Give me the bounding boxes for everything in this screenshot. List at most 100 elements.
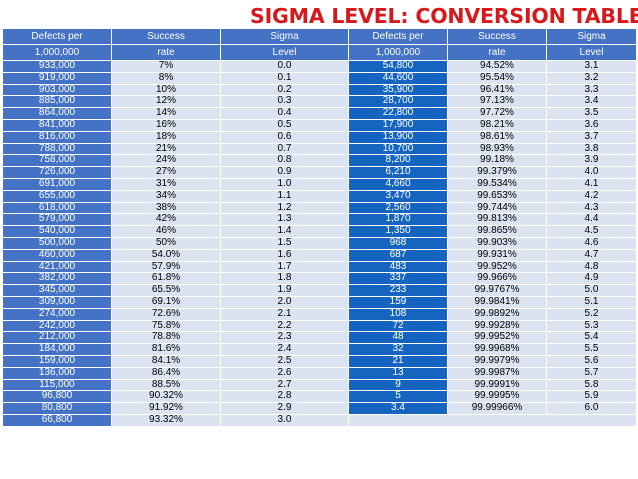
cell-success-left: 42% (112, 214, 220, 226)
cell-sigma-right: 3.3 (547, 84, 636, 96)
cell-sigma-left: 3.0 (221, 414, 348, 426)
cell-sigma-left: 1.1 (221, 190, 348, 202)
cell-defects-right: 10,700 (349, 143, 447, 155)
cell-defects-right: 28,700 (349, 96, 447, 108)
cell-defects-left: 919,000 (3, 72, 111, 84)
cell-success-left: 7% (112, 61, 220, 72)
table-row: 184,000 81.6% 2.4 32 99.9968% 5.5 (3, 344, 636, 355)
cell-defects-left: 115,000 (3, 379, 111, 391)
table-row: 80,800 91.92% 2.9 3.4 99.99966% 6.0 (3, 403, 636, 414)
table-header: Defects per Success Sigma Defects per Su… (3, 29, 636, 60)
cell-defects-left: 500,000 (3, 237, 111, 249)
cell-success-left: 75.8% (112, 320, 220, 332)
cell-sigma-left: 0.7 (221, 143, 348, 155)
cell-success-left: 69.1% (112, 296, 220, 308)
cell-defects-right: 3,470 (349, 190, 447, 202)
cell-success-right: 98.21% (448, 119, 546, 131)
cell-defects-left: 242,000 (3, 320, 111, 332)
cell-success-left: 61.8% (112, 273, 220, 285)
cell-success-right: 99.966% (448, 273, 546, 285)
cell-success-right: 95.54% (448, 72, 546, 84)
cell-sigma-left: 1.4 (221, 226, 348, 237)
cell-defects-right: 72 (349, 320, 447, 332)
cell-sigma-left: 2.1 (221, 308, 348, 320)
header-success-right-1: Success (448, 29, 546, 44)
table-row: 540,000 46% 1.4 1,350 99.865% 4.5 (3, 226, 636, 237)
cell-sigma-right: 3.7 (547, 131, 636, 143)
cell-defects-left: 382,000 (3, 273, 111, 285)
cell-sigma-right: 4.5 (547, 226, 636, 237)
cell-sigma-right: 5.5 (547, 344, 636, 355)
table-row: 309,000 69.1% 2.0 159 99.9841% 5.1 (3, 296, 636, 308)
cell-sigma-left: 1.5 (221, 237, 348, 249)
cell-sigma-left: 0.2 (221, 84, 348, 96)
table-row: 691,000 31% 1.0 4,660 99.534% 4.1 (3, 178, 636, 190)
cell-success-left: 8% (112, 72, 220, 84)
cell-success-left: 10% (112, 84, 220, 96)
table-row: 421,000 57.9% 1.7 483 99.952% 4.8 (3, 261, 636, 273)
cell-sigma-left: 2.8 (221, 391, 348, 403)
cell-defects-left: 66,800 (3, 414, 111, 426)
cell-sigma-left: 1.3 (221, 214, 348, 226)
cell-defects-right: 1,870 (349, 214, 447, 226)
cell-sigma-left: 1.9 (221, 285, 348, 296)
header-defects-per-right-1: Defects per (349, 29, 447, 44)
cell-defects-left: 788,000 (3, 143, 111, 155)
table-row: 788,000 21% 0.7 10,700 98.93% 3.8 (3, 143, 636, 155)
cell-success-left: 21% (112, 143, 220, 155)
cell-defects-right: 968 (349, 237, 447, 249)
cell-defects-right: 44,600 (349, 72, 447, 84)
cell-defects-right: 13,900 (349, 131, 447, 143)
cell-success-right: 97.72% (448, 108, 546, 119)
cell-success-left: 27% (112, 167, 220, 178)
header-success-left-1: Success (112, 29, 220, 44)
cell-success-left: 65.5% (112, 285, 220, 296)
cell-success-right: 99.9979% (448, 355, 546, 367)
cell-success-left: 84.1% (112, 355, 220, 367)
cell-success-right: 99.379% (448, 167, 546, 178)
cell-success-right: 99.653% (448, 190, 546, 202)
header-success-left-2: rate (112, 45, 220, 60)
table-row: 655,000 34% 1.1 3,470 99.653% 4.2 (3, 190, 636, 202)
cell-sigma-right: 6.0 (547, 403, 636, 414)
header-sigma-left-1: Sigma (221, 29, 348, 44)
cell-sigma-right: 4.3 (547, 202, 636, 214)
cell-sigma-right: 4.0 (547, 167, 636, 178)
header-row-1: Defects per Success Sigma Defects per Su… (3, 29, 636, 44)
cell-success-right: 99.813% (448, 214, 546, 226)
cell-success-left: 54.0% (112, 249, 220, 261)
table-row: 618,000 38% 1.2 2,560 99.744% 4.3 (3, 202, 636, 214)
table-body: 933,000 7% 0.0 54,800 94.52% 3.1 919,000 8% 0.1 4… (3, 61, 636, 426)
sigma-conversion-table: Defects per Success Sigma Defects per Su… (2, 28, 637, 427)
cell-success-left: 57.9% (112, 261, 220, 273)
header-sigma-right-1: Sigma (547, 29, 636, 44)
cell-sigma-right: 5.4 (547, 332, 636, 344)
cell-defects-left: 885,000 (3, 96, 111, 108)
cell-defects-right: 17,900 (349, 119, 447, 131)
cell-success-right: 99.931% (448, 249, 546, 261)
cell-success-left: 50% (112, 237, 220, 249)
cell-success-right: 99.9892% (448, 308, 546, 320)
cell-success-left: 93.32% (112, 414, 220, 426)
header-sigma-left-2: Level (221, 45, 348, 60)
cell-success-left: 34% (112, 190, 220, 202)
cell-sigma-left: 0.5 (221, 119, 348, 131)
cell-success-right: 99.534% (448, 178, 546, 190)
header-row-2: 1,000,000 rate Level 1,000,000 rate Leve… (3, 45, 636, 60)
cell-sigma-left: 0.3 (221, 96, 348, 108)
cell-defects-right: 32 (349, 344, 447, 355)
cell-defects-right: 13 (349, 367, 447, 379)
cell-sigma-right: 3.2 (547, 72, 636, 84)
cell-success-right: 98.61% (448, 131, 546, 143)
cell-sigma-left: 1.7 (221, 261, 348, 273)
cell-success-left: 18% (112, 131, 220, 143)
cell-defects-right: 483 (349, 261, 447, 273)
cell-defects-left: 460,000 (3, 249, 111, 261)
cell-defects-right: 54,800 (349, 61, 447, 72)
table-row: 274,000 72.6% 2.1 108 99.9892% 5.2 (3, 308, 636, 320)
cell-defects-right: 2,560 (349, 202, 447, 214)
cell-defects-left: 579,000 (3, 214, 111, 226)
cell-sigma-left: 0.1 (221, 72, 348, 84)
table-row: 919,000 8% 0.1 44,600 95.54% 3.2 (3, 72, 636, 84)
cell-sigma-right: 3.9 (547, 155, 636, 167)
